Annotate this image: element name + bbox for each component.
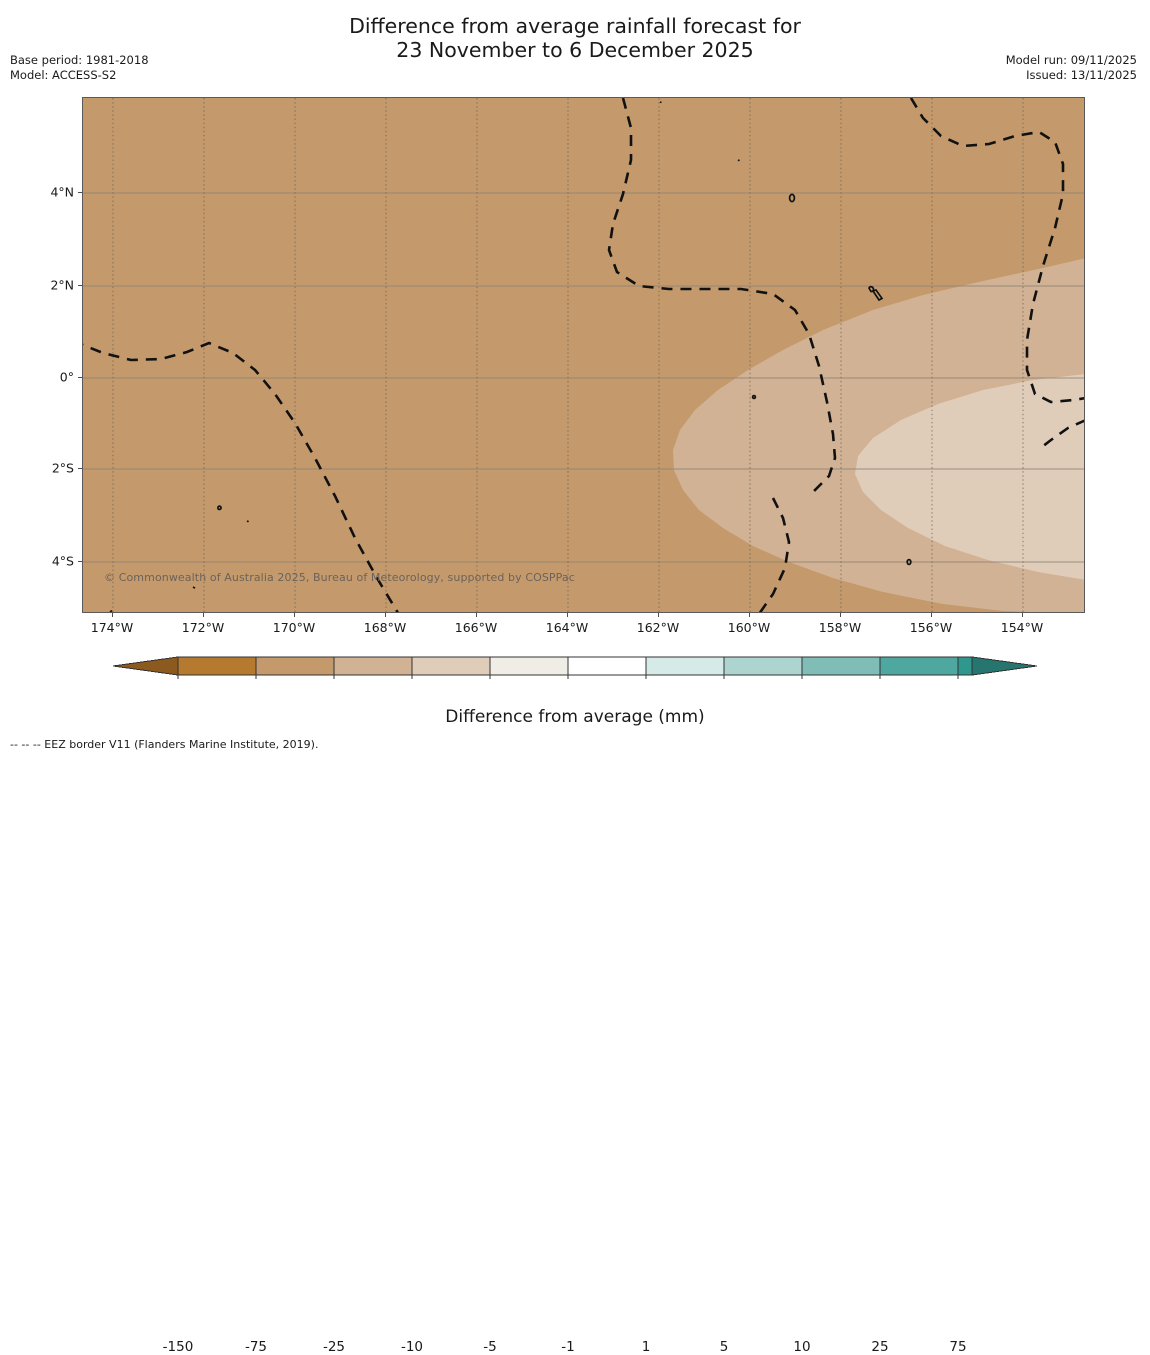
colorbar-cell: [411, 656, 491, 676]
map-copyright-text: © Commonwealth of Australia 2025, Bureau…: [104, 571, 575, 584]
model-text: Model: ACCESS-S2: [10, 68, 117, 82]
x-tickmark: [840, 613, 841, 617]
x-tickmark: [567, 613, 568, 617]
map-canvas: [83, 98, 1084, 612]
region-fill-inner: [855, 374, 1084, 580]
colorbar-tick-label: -25: [322, 1339, 346, 1355]
x-tick-label: 154°W: [1000, 620, 1044, 635]
colorbar-tick-label: 25: [871, 1339, 889, 1355]
y-tickmark: [78, 561, 82, 562]
x-tick-label: 158°W: [818, 620, 862, 635]
page-title: Difference from average rainfall forecas…: [349, 14, 801, 62]
rainfall-forecast-map-page: Difference from average rainfall forecas…: [0, 14, 1150, 1355]
map-plot-area: [82, 97, 1085, 613]
y-tick-label: 2°N: [50, 277, 74, 293]
eez-border-lines: [83, 98, 1084, 612]
colorbar-tick-label: -1: [561, 1339, 575, 1355]
colorbar: -150 -75 -25 -10 -5 -1 1 5 10 25 75: [0, 655, 1150, 1355]
colorbar-cell: [489, 656, 569, 676]
colorbar-cell: [567, 656, 647, 676]
colorbar-tick-label: -5: [483, 1339, 497, 1355]
colorbar-tick-label: -150: [162, 1339, 194, 1355]
colorbar-extend-low: [112, 656, 179, 676]
colorbar-tick-label: 5: [719, 1339, 729, 1355]
x-tick-label: 166°W: [454, 620, 498, 635]
metadata-right: Model run: 09/11/2025 Issued: 13/11/2025: [1006, 53, 1137, 83]
colorbar-canvas: [112, 656, 1038, 679]
x-tickmark: [203, 613, 204, 617]
x-tickmark: [294, 613, 295, 617]
y-tickmark: [78, 285, 82, 286]
colorbar-cell: [255, 656, 335, 676]
x-tickmark: [658, 613, 659, 617]
x-tickmark: [931, 613, 932, 617]
x-tick-label: 164°W: [545, 620, 589, 635]
y-tickmark: [78, 377, 82, 378]
x-tickmark: [385, 613, 386, 617]
colorbar-tick-label: 75: [949, 1339, 967, 1355]
colorbar-title: Difference from average (mm): [445, 707, 705, 727]
colorbar-cell: [723, 656, 803, 676]
y-tick-label: 4°S: [51, 553, 74, 569]
x-tick-label: 170°W: [272, 620, 316, 635]
x-tick-label: 160°W: [727, 620, 771, 635]
colorbar-cell: [645, 656, 725, 676]
base-period-text: Base period: 1981-2018: [10, 53, 149, 67]
x-tick-label: 156°W: [909, 620, 953, 635]
x-tickmark: [476, 613, 477, 617]
eez-footnote: -- -- -- EEZ border V11 (Flanders Marine…: [10, 738, 319, 751]
colorbar-tickmarks: [177, 675, 959, 679]
metadata-left: Base period: 1981-2018 Model: ACCESS-S2: [10, 53, 149, 83]
colorbar-tick-label: 1: [641, 1339, 651, 1355]
island-shapes: [109, 101, 912, 612]
colorbar-cell: [879, 656, 959, 676]
colorbar-tick-label: -10: [400, 1339, 424, 1355]
colorbar-tick-label: 10: [793, 1339, 811, 1355]
x-tickmark: [1022, 613, 1023, 617]
y-tick-label: 4°N: [50, 184, 74, 200]
model-run-text: Model run: 09/11/2025: [1005, 53, 1137, 67]
y-tick-label: 2°S: [51, 460, 74, 476]
colorbar-cell: [333, 656, 413, 676]
x-tickmark: [749, 613, 750, 617]
colorbar-tick-label: -75: [244, 1339, 268, 1355]
x-tick-label: 162°W: [636, 620, 680, 635]
y-tickmark: [78, 468, 82, 469]
y-tickmark: [78, 192, 82, 193]
y-tick-label: 0°: [59, 369, 74, 385]
latitude-gridlines: [83, 192, 1084, 563]
colorbar-extend-high: [971, 656, 1038, 676]
x-tickmark: [112, 613, 113, 617]
colorbar-cell: [957, 656, 973, 676]
x-tick-label: 174°W: [90, 620, 134, 635]
colorbar-cell: [801, 656, 881, 676]
x-tick-label: 168°W: [363, 620, 407, 635]
x-tick-label: 172°W: [181, 620, 225, 635]
issued-text: Issued: 13/11/2025: [1026, 68, 1137, 82]
colorbar-cell: [177, 656, 257, 676]
